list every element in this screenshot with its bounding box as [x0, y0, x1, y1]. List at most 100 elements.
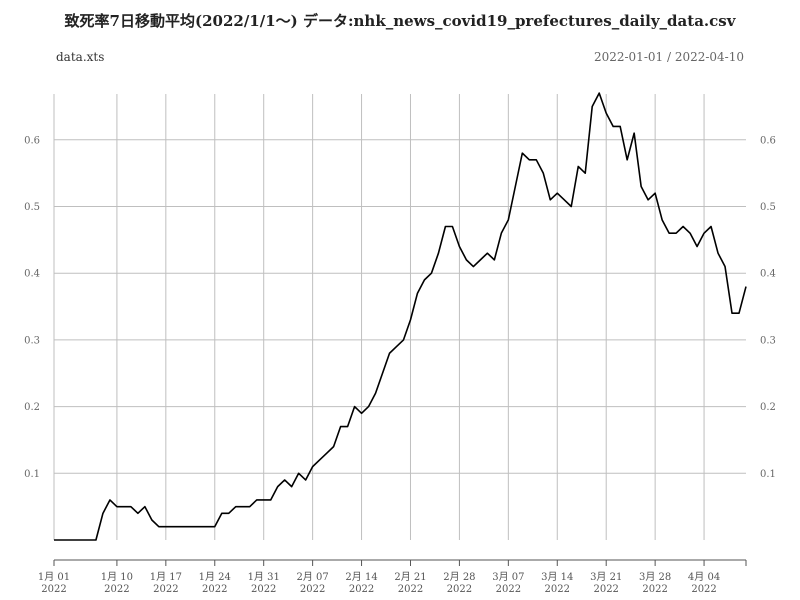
y-tick-label-right: 0.3 [760, 335, 776, 346]
data-point [193, 526, 195, 528]
data-point [640, 186, 642, 188]
data-point [591, 106, 593, 108]
data-point [654, 192, 656, 194]
x-tick-year: 2022 [153, 584, 178, 595]
x-tick-year: 2022 [202, 584, 227, 595]
data-point [612, 126, 614, 128]
data-point [438, 252, 440, 254]
data-point [577, 166, 579, 168]
data-point [221, 513, 223, 515]
data-point [354, 406, 356, 408]
data-point [214, 526, 216, 528]
x-tick-label: 3月 28 [639, 571, 671, 583]
data-point [81, 539, 83, 541]
x-tick-year: 2022 [104, 584, 129, 595]
data-point [633, 132, 635, 134]
x-tick-label: 3月 07 [492, 571, 524, 583]
data-point [270, 499, 272, 501]
x-tick-year: 2022 [642, 584, 667, 595]
data-point [305, 479, 307, 481]
y-tick-label-left: 0.5 [24, 202, 40, 213]
data-point [501, 232, 503, 234]
data-point [60, 539, 62, 541]
data-point [445, 226, 447, 228]
data-point [563, 199, 565, 201]
data-point [724, 266, 726, 268]
data-point [682, 226, 684, 228]
x-tick-year: 2022 [691, 584, 716, 595]
series-line [54, 92, 747, 541]
data-point [508, 219, 510, 221]
data-point [228, 513, 230, 515]
x-tick-label: 2月 07 [296, 571, 328, 583]
data-point [137, 513, 139, 515]
date-range-label: 2022-01-01 / 2022-04-10 [593, 50, 744, 64]
data-point [556, 192, 558, 194]
x-tick-label: 2月 21 [394, 571, 426, 583]
x-tick-label: 1月 31 [248, 571, 280, 583]
data-point [647, 199, 649, 201]
data-point [123, 506, 125, 508]
data-point [410, 319, 412, 321]
x-tick-label: 2月 28 [443, 571, 475, 583]
data-point [326, 452, 328, 454]
data-point [605, 112, 607, 114]
y-tick-label-right: 0.4 [760, 269, 776, 280]
x-tick-year: 2022 [398, 584, 423, 595]
data-point [382, 372, 384, 374]
x-tick-year: 2022 [41, 584, 66, 595]
data-point [480, 259, 482, 261]
data-point [619, 126, 621, 128]
y-tick-label-left: 0.1 [24, 469, 40, 480]
y-tick-label-right: 0.5 [760, 202, 776, 213]
data-point [696, 246, 698, 248]
data-point [333, 446, 335, 448]
data-point [165, 526, 167, 528]
data-point [661, 219, 663, 221]
data-point [312, 466, 314, 468]
data-point [417, 292, 419, 294]
data-point [717, 252, 719, 254]
y-tick-label-right: 0.1 [760, 469, 776, 480]
chart-title: 致死率7日移動平均(2022/1/1〜) データ:nhk_news_covid1… [64, 12, 736, 30]
data-point [473, 266, 475, 268]
data-point [570, 206, 572, 208]
data-point [207, 526, 209, 528]
data-point [431, 272, 433, 274]
data-point [109, 499, 111, 501]
data-point [298, 473, 300, 475]
x-tick-label: 3月 21 [590, 571, 622, 583]
x-tick-year: 2022 [251, 584, 276, 595]
data-point [522, 152, 524, 154]
data-point [102, 513, 104, 515]
x-tick-year: 2022 [447, 584, 472, 595]
data-point [186, 526, 188, 528]
data-point [515, 186, 517, 188]
x-tick-label: 1月 01 [38, 571, 70, 583]
data-point [584, 172, 586, 174]
data-point [284, 479, 286, 481]
data-point [88, 539, 90, 541]
x-tick-year: 2022 [349, 584, 374, 595]
data-point [179, 526, 181, 528]
data-point [710, 226, 712, 228]
data-point [242, 506, 244, 508]
data-point [361, 412, 363, 414]
data-point [347, 426, 349, 428]
data-point [158, 526, 160, 528]
data-point [668, 232, 670, 234]
data-point [396, 346, 398, 348]
data-point [549, 199, 551, 201]
data-point [536, 159, 538, 161]
x-tick-label: 1月 10 [101, 571, 133, 583]
data-point [74, 539, 76, 541]
data-point [235, 506, 237, 508]
data-point [424, 279, 426, 281]
data-point [542, 172, 544, 174]
data-point [130, 506, 132, 508]
x-tick-label: 3月 14 [541, 571, 573, 583]
data-point [487, 252, 489, 254]
data-point [151, 519, 153, 521]
y-tick-label-left: 0.6 [24, 135, 40, 146]
